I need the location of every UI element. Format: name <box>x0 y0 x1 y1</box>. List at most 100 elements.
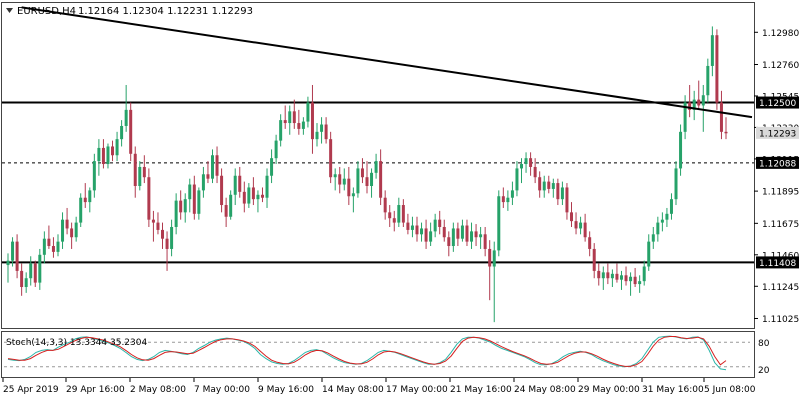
price-tag-label: 1.12500 <box>759 99 796 109</box>
candle-body <box>97 147 101 162</box>
candle-body <box>11 241 15 261</box>
collapse-triangle-icon[interactable] <box>6 8 13 13</box>
price-tick-label: 1.11460 <box>762 251 799 261</box>
candle-body <box>129 109 133 154</box>
candlestick-series <box>6 26 728 323</box>
price-tick-label: 1.11895 <box>762 188 799 198</box>
candle-body <box>210 155 214 179</box>
candle-body <box>379 161 383 198</box>
candle-body <box>479 234 483 238</box>
candle-body <box>533 166 537 178</box>
candle-body <box>515 168 519 191</box>
candle-body <box>592 248 596 271</box>
candle-body <box>70 228 74 238</box>
candle-body <box>324 124 328 140</box>
candle-body <box>297 123 301 129</box>
candle-body <box>551 183 555 189</box>
candle-body <box>665 213 669 220</box>
candle-body <box>197 190 201 214</box>
candle-body <box>420 228 424 235</box>
candle-body <box>488 248 492 267</box>
candle-body <box>47 238 51 247</box>
candle-body <box>174 200 178 227</box>
candle-body <box>569 212 573 222</box>
candle-body <box>451 228 455 247</box>
candle-body <box>492 250 496 267</box>
candle-body <box>683 102 687 132</box>
candle-body <box>83 197 87 203</box>
candle-body <box>433 219 437 232</box>
candle-body <box>370 172 374 186</box>
candle-body <box>524 158 528 165</box>
price-tick-label: 1.11675 <box>762 220 799 230</box>
price-tick-label: 1.11245 <box>762 283 799 293</box>
candle-body <box>20 270 24 288</box>
candle-body <box>688 102 692 110</box>
candle-body <box>79 197 83 223</box>
candle-body <box>424 228 428 242</box>
time-tick-label: 17 May 00:00 <box>386 385 448 395</box>
candle-body <box>615 273 619 280</box>
candle-body <box>270 158 274 176</box>
candle-body <box>347 178 351 197</box>
candle-body <box>574 221 578 229</box>
price-tag-label: 1.12088 <box>759 159 796 169</box>
ohlc-values: 1.12164 1.12304 1.12231 1.12293 <box>78 6 253 17</box>
candle-body <box>24 278 28 288</box>
stoch-level-lines <box>4 341 750 368</box>
candle-body <box>470 231 474 242</box>
candle-body <box>138 166 142 186</box>
price-tick-label: 1.12980 <box>762 29 799 39</box>
candle-body <box>101 147 105 165</box>
candle-body <box>501 196 505 203</box>
stoch-label: Stoch(14,3,3) 13.3344 35.2304 <box>6 338 147 348</box>
symbol-label: EURUSD,H4 <box>17 6 76 17</box>
candle-body <box>38 254 42 283</box>
price-axis: 1.129801.127601.125451.123301.121151.118… <box>754 29 799 325</box>
candle-body <box>147 177 151 220</box>
candle-body <box>692 99 696 110</box>
candle-body <box>133 153 137 186</box>
time-tick-label: 5 Jun 08:00 <box>704 385 756 395</box>
candle-body <box>647 241 651 267</box>
candle-body <box>656 222 660 235</box>
candle-body <box>215 155 219 176</box>
stoch-signal-line <box>7 336 727 367</box>
candle-body <box>715 35 719 103</box>
time-tick-label: 14 May 08:00 <box>322 385 384 395</box>
candle-body <box>706 65 710 96</box>
candle-body <box>610 273 614 279</box>
candle-body <box>629 276 633 282</box>
candle-body <box>292 111 296 124</box>
candle-body <box>429 231 433 242</box>
candle-body <box>701 95 705 106</box>
candle-body <box>547 181 551 189</box>
candle-body <box>224 205 228 217</box>
candle-body <box>156 222 160 230</box>
time-tick-label: 25 Apr 2019 <box>3 385 59 395</box>
candle-body <box>597 270 601 279</box>
candle-body <box>638 281 642 285</box>
candle-body <box>520 164 524 169</box>
candle-body <box>606 272 610 279</box>
candle-body <box>542 181 546 191</box>
candle-body <box>288 111 292 124</box>
candle-body <box>106 146 110 165</box>
horizontal-levels <box>2 101 754 264</box>
price-tick-label: 1.11025 <box>762 315 799 325</box>
time-tick-label: 7 May 00:00 <box>194 385 250 395</box>
candle-body <box>192 184 196 214</box>
candle-body <box>283 120 287 124</box>
stochastic-series <box>7 335 727 371</box>
candle-body <box>188 184 192 200</box>
candle-body <box>233 175 237 195</box>
candle-body <box>88 190 92 203</box>
candle-body <box>333 174 337 178</box>
chart-header: EURUSD,H4 1.12164 1.12304 1.12231 1.1229… <box>6 6 253 17</box>
candle-body <box>220 175 224 206</box>
candle-body <box>279 120 283 141</box>
candle-body <box>265 175 269 198</box>
candle-body <box>42 238 46 255</box>
